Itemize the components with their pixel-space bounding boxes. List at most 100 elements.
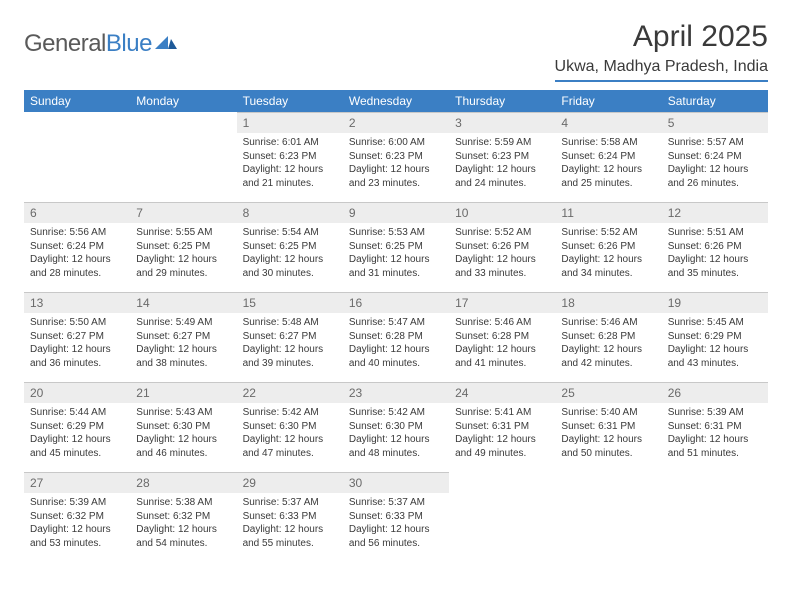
day-info: Sunrise: 5:42 AMSunset: 6:30 PMDaylight:… xyxy=(343,403,449,470)
weekday-header: Wednesday xyxy=(343,90,449,112)
daylight-text: Daylight: 12 hours and 45 minutes. xyxy=(30,433,124,460)
day-info: Sunrise: 5:48 AMSunset: 6:27 PMDaylight:… xyxy=(237,313,343,380)
day-number: 2 xyxy=(343,112,449,133)
day-number: 15 xyxy=(237,292,343,313)
calendar-day-cell: 12Sunrise: 5:51 AMSunset: 6:26 PMDayligh… xyxy=(662,202,768,292)
calendar-day-cell: 2Sunrise: 6:00 AMSunset: 6:23 PMDaylight… xyxy=(343,112,449,202)
day-number: 20 xyxy=(24,382,130,403)
day-info: Sunrise: 5:51 AMSunset: 6:26 PMDaylight:… xyxy=(662,223,768,290)
sunrise-text: Sunrise: 5:49 AM xyxy=(136,316,230,330)
header: GeneralBlue April 2025 Ukwa, Madhya Prad… xyxy=(24,20,768,82)
logo: GeneralBlue xyxy=(24,30,177,58)
daylight-text: Daylight: 12 hours and 54 minutes. xyxy=(136,523,230,550)
daylight-text: Daylight: 12 hours and 25 minutes. xyxy=(561,163,655,190)
calendar-day-cell: 6Sunrise: 5:56 AMSunset: 6:24 PMDaylight… xyxy=(24,202,130,292)
day-number: 18 xyxy=(555,292,661,313)
sunset-text: Sunset: 6:25 PM xyxy=(349,240,443,254)
day-info: Sunrise: 5:41 AMSunset: 6:31 PMDaylight:… xyxy=(449,403,555,470)
calendar-day-cell: 9Sunrise: 5:53 AMSunset: 6:25 PMDaylight… xyxy=(343,202,449,292)
weekday-header: Thursday xyxy=(449,90,555,112)
day-info: Sunrise: 5:46 AMSunset: 6:28 PMDaylight:… xyxy=(555,313,661,380)
calendar-day-cell: 25Sunrise: 5:40 AMSunset: 6:31 PMDayligh… xyxy=(555,382,661,472)
sunset-text: Sunset: 6:29 PM xyxy=(668,330,762,344)
calendar-day-cell: 27Sunrise: 5:39 AMSunset: 6:32 PMDayligh… xyxy=(24,472,130,562)
day-number: 10 xyxy=(449,202,555,223)
sunset-text: Sunset: 6:27 PM xyxy=(136,330,230,344)
calendar-table: Sunday Monday Tuesday Wednesday Thursday… xyxy=(24,90,768,562)
daylight-text: Daylight: 12 hours and 41 minutes. xyxy=(455,343,549,370)
sunset-text: Sunset: 6:28 PM xyxy=(349,330,443,344)
sunrise-text: Sunrise: 5:48 AM xyxy=(243,316,337,330)
sunrise-text: Sunrise: 5:54 AM xyxy=(243,226,337,240)
sunrise-text: Sunrise: 5:45 AM xyxy=(668,316,762,330)
day-number: 28 xyxy=(130,472,236,493)
location-subtitle: Ukwa, Madhya Pradesh, India xyxy=(555,58,768,82)
day-number: 5 xyxy=(662,112,768,133)
daylight-text: Daylight: 12 hours and 50 minutes. xyxy=(561,433,655,460)
sunset-text: Sunset: 6:25 PM xyxy=(243,240,337,254)
day-info: Sunrise: 5:57 AMSunset: 6:24 PMDaylight:… xyxy=(662,133,768,200)
day-info: Sunrise: 5:52 AMSunset: 6:26 PMDaylight:… xyxy=(449,223,555,290)
calendar-day-cell: .... xyxy=(24,112,130,202)
daylight-text: Daylight: 12 hours and 46 minutes. xyxy=(136,433,230,460)
calendar-week-row: 6Sunrise: 5:56 AMSunset: 6:24 PMDaylight… xyxy=(24,202,768,292)
daylight-text: Daylight: 12 hours and 26 minutes. xyxy=(668,163,762,190)
day-info: Sunrise: 5:47 AMSunset: 6:28 PMDaylight:… xyxy=(343,313,449,380)
daylight-text: Daylight: 12 hours and 35 minutes. xyxy=(668,253,762,280)
weekday-header: Saturday xyxy=(662,90,768,112)
day-info: Sunrise: 5:39 AMSunset: 6:32 PMDaylight:… xyxy=(24,493,130,560)
day-info: Sunrise: 5:52 AMSunset: 6:26 PMDaylight:… xyxy=(555,223,661,290)
calendar-day-cell: 3Sunrise: 5:59 AMSunset: 6:23 PMDaylight… xyxy=(449,112,555,202)
day-info: Sunrise: 5:37 AMSunset: 6:33 PMDaylight:… xyxy=(343,493,449,560)
day-info: Sunrise: 5:54 AMSunset: 6:25 PMDaylight:… xyxy=(237,223,343,290)
weekday-header-row: Sunday Monday Tuesday Wednesday Thursday… xyxy=(24,90,768,112)
day-number: 4 xyxy=(555,112,661,133)
calendar-day-cell: 29Sunrise: 5:37 AMSunset: 6:33 PMDayligh… xyxy=(237,472,343,562)
day-info: Sunrise: 5:49 AMSunset: 6:27 PMDaylight:… xyxy=(130,313,236,380)
calendar-week-row: 13Sunrise: 5:50 AMSunset: 6:27 PMDayligh… xyxy=(24,292,768,382)
day-info: Sunrise: 5:44 AMSunset: 6:29 PMDaylight:… xyxy=(24,403,130,470)
day-info: Sunrise: 5:43 AMSunset: 6:30 PMDaylight:… xyxy=(130,403,236,470)
sunset-text: Sunset: 6:25 PM xyxy=(136,240,230,254)
day-info: Sunrise: 5:55 AMSunset: 6:25 PMDaylight:… xyxy=(130,223,236,290)
calendar-day-cell: 14Sunrise: 5:49 AMSunset: 6:27 PMDayligh… xyxy=(130,292,236,382)
day-number: 11 xyxy=(555,202,661,223)
sunset-text: Sunset: 6:24 PM xyxy=(30,240,124,254)
sunrise-text: Sunrise: 6:00 AM xyxy=(349,136,443,150)
daylight-text: Daylight: 12 hours and 29 minutes. xyxy=(136,253,230,280)
daylight-text: Daylight: 12 hours and 21 minutes. xyxy=(243,163,337,190)
calendar-day-cell: 20Sunrise: 5:44 AMSunset: 6:29 PMDayligh… xyxy=(24,382,130,472)
sunset-text: Sunset: 6:23 PM xyxy=(349,150,443,164)
calendar-day-cell: 11Sunrise: 5:52 AMSunset: 6:26 PMDayligh… xyxy=(555,202,661,292)
day-info: Sunrise: 5:56 AMSunset: 6:24 PMDaylight:… xyxy=(24,223,130,290)
day-info: Sunrise: 6:01 AMSunset: 6:23 PMDaylight:… xyxy=(237,133,343,200)
sunset-text: Sunset: 6:26 PM xyxy=(561,240,655,254)
daylight-text: Daylight: 12 hours and 47 minutes. xyxy=(243,433,337,460)
logo-text: GeneralBlue xyxy=(24,30,152,58)
calendar-day-cell: 19Sunrise: 5:45 AMSunset: 6:29 PMDayligh… xyxy=(662,292,768,382)
calendar-day-cell: .... xyxy=(662,472,768,562)
day-info: Sunrise: 5:40 AMSunset: 6:31 PMDaylight:… xyxy=(555,403,661,470)
sunset-text: Sunset: 6:28 PM xyxy=(561,330,655,344)
calendar-day-cell: 22Sunrise: 5:42 AMSunset: 6:30 PMDayligh… xyxy=(237,382,343,472)
sunrise-text: Sunrise: 5:53 AM xyxy=(349,226,443,240)
calendar-day-cell: .... xyxy=(130,112,236,202)
sunset-text: Sunset: 6:29 PM xyxy=(30,420,124,434)
daylight-text: Daylight: 12 hours and 56 minutes. xyxy=(349,523,443,550)
sunset-text: Sunset: 6:27 PM xyxy=(243,330,337,344)
sunrise-text: Sunrise: 5:52 AM xyxy=(561,226,655,240)
calendar-day-cell: 10Sunrise: 5:52 AMSunset: 6:26 PMDayligh… xyxy=(449,202,555,292)
calendar-day-cell: 30Sunrise: 5:37 AMSunset: 6:33 PMDayligh… xyxy=(343,472,449,562)
calendar-day-cell: 24Sunrise: 5:41 AMSunset: 6:31 PMDayligh… xyxy=(449,382,555,472)
day-number: 29 xyxy=(237,472,343,493)
sunrise-text: Sunrise: 5:42 AM xyxy=(243,406,337,420)
daylight-text: Daylight: 12 hours and 33 minutes. xyxy=(455,253,549,280)
day-info: Sunrise: 5:45 AMSunset: 6:29 PMDaylight:… xyxy=(662,313,768,380)
sunrise-text: Sunrise: 5:37 AM xyxy=(243,496,337,510)
sunset-text: Sunset: 6:28 PM xyxy=(455,330,549,344)
calendar-day-cell: 18Sunrise: 5:46 AMSunset: 6:28 PMDayligh… xyxy=(555,292,661,382)
day-number: 8 xyxy=(237,202,343,223)
logo-part1: General xyxy=(24,30,106,57)
sunrise-text: Sunrise: 5:39 AM xyxy=(668,406,762,420)
sunrise-text: Sunrise: 5:38 AM xyxy=(136,496,230,510)
